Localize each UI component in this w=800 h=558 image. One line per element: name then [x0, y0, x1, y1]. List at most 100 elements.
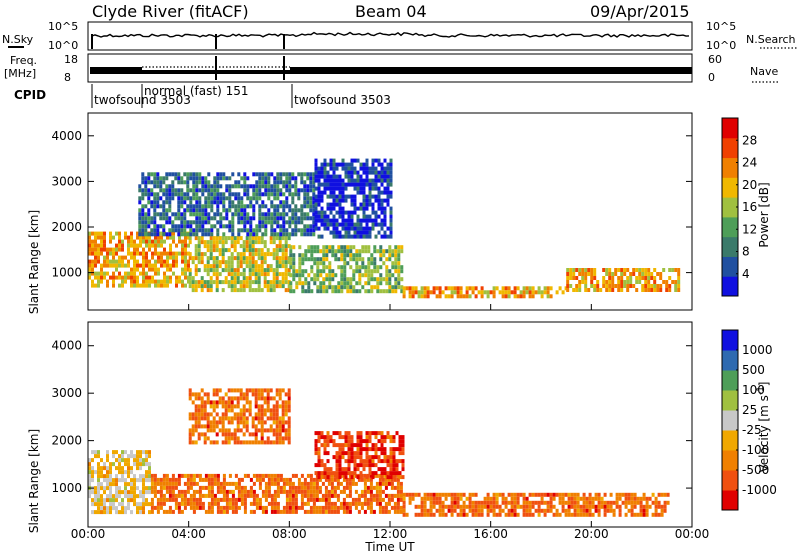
range-gate-cell: [142, 279, 145, 284]
range-gate-cell: [272, 256, 276, 261]
range-gate-cell: [317, 214, 321, 219]
range-gate-cell: [312, 204, 316, 209]
range-gate-cell: [88, 462, 91, 467]
range-gate-cell: [368, 198, 372, 203]
range-gate-cell: [209, 280, 213, 285]
range-gate-cell: [301, 289, 305, 294]
range-gate-cell: [284, 408, 288, 413]
range-gate-cell: [298, 257, 302, 262]
range-gate-cell: [368, 202, 372, 207]
range-gate-cell: [312, 200, 316, 205]
range-gate-cell: [344, 467, 348, 472]
range-gate-cell: [261, 220, 265, 225]
range-gate-cell: [234, 473, 238, 478]
range-gate-cell: [224, 412, 228, 417]
range-gate-cell: [243, 224, 247, 229]
range-gate-cell: [97, 474, 100, 479]
range-gate-cell: [166, 255, 169, 260]
range-gate-cell: [337, 257, 341, 262]
range-gate-cell: [201, 212, 205, 217]
range-gate-cell: [231, 481, 235, 486]
range-gate-cell: [291, 501, 295, 506]
range-gate-cell: [209, 400, 213, 405]
range-gate-cell: [112, 478, 115, 483]
range-gate-cell: [103, 231, 106, 236]
range-gate-cell: [288, 204, 292, 209]
range-gate-cell: [209, 256, 213, 261]
range-gate-cell: [138, 216, 142, 221]
range-gate-cell: [316, 245, 320, 250]
range-gate-cell: [124, 462, 127, 467]
range-gate-cell: [343, 269, 347, 274]
range-gate-cell: [275, 436, 279, 441]
range-gate-cell: [272, 236, 276, 241]
range-gate-cell: [453, 508, 457, 513]
range-gate-cell: [309, 232, 313, 237]
range-gate-cell: [644, 288, 648, 292]
range-gate-cell: [342, 489, 346, 494]
range-gate-cell: [227, 256, 231, 261]
range-gate-cell: [347, 226, 351, 231]
range-gate-cell: [194, 288, 198, 293]
range-gate-cell: [266, 272, 270, 277]
range-gate-cell: [441, 504, 445, 509]
range-gate-cell: [385, 257, 389, 262]
range-gate-cell: [510, 290, 514, 295]
range-gate-cell: [525, 286, 529, 291]
range-gate-cell: [513, 286, 517, 291]
range-gate-cell: [275, 412, 279, 417]
range-gate-cell: [674, 288, 678, 292]
x-tick-label: 16:00: [473, 527, 508, 541]
range-gate-cell: [341, 471, 345, 476]
range-gate-cell: [279, 485, 283, 490]
range-gate-cell: [368, 435, 372, 440]
range-gate-cell: [447, 504, 451, 509]
range-gate-cell: [198, 497, 202, 502]
range-gate-cell: [337, 249, 341, 254]
range-gate-cell: [231, 192, 235, 197]
range-gate-cell: [371, 463, 375, 468]
range-gate-cell: [338, 431, 342, 436]
range-gate-cell: [156, 481, 160, 486]
range-gate-cell: [303, 224, 307, 229]
range-gate-cell: [525, 290, 529, 295]
range-gate-cell: [255, 224, 259, 229]
range-gate-cell: [362, 463, 366, 468]
range-gate-cell: [335, 178, 339, 183]
range-gate-cell: [203, 392, 207, 397]
range-gate-cell: [401, 475, 405, 480]
range-gate-cell: [121, 263, 124, 268]
range-gate-cell: [224, 240, 228, 245]
range-gate-cell: [330, 473, 334, 478]
range-gate-cell: [136, 279, 139, 284]
range-gate-cell: [528, 512, 532, 517]
range-gate-cell: [567, 504, 571, 509]
range-gate-cell: [136, 259, 139, 264]
range-gate-cell: [151, 251, 154, 256]
range-gate-cell: [203, 416, 207, 421]
range-gate-cell: [189, 501, 193, 506]
range-gate-cell: [216, 200, 220, 205]
range-gate-cell: [239, 392, 243, 397]
range-gate-cell: [270, 509, 274, 514]
range-gate-cell: [180, 493, 184, 498]
range-gate-cell: [145, 498, 148, 503]
range-gate-cell: [570, 500, 574, 505]
range-gate-cell: [269, 428, 273, 433]
range-gate-cell: [507, 512, 511, 517]
range-gate-cell: [546, 504, 550, 509]
range-gate-cell: [210, 505, 214, 510]
range-gate-cell: [364, 249, 368, 254]
range-gate-cell: [291, 196, 295, 201]
range-gate-cell: [207, 473, 211, 478]
range-gate-cell: [231, 204, 235, 209]
range-gate-cell: [345, 505, 349, 510]
range-gate-cell: [160, 279, 163, 284]
range-gate-cell: [251, 388, 255, 393]
range-gate-cell: [288, 176, 292, 181]
range-gate-cell: [365, 162, 369, 167]
range-gate-cell: [281, 440, 285, 445]
range-gate-cell: [267, 477, 271, 482]
range-gate-cell: [204, 200, 208, 205]
range-gate-cell: [88, 490, 91, 495]
